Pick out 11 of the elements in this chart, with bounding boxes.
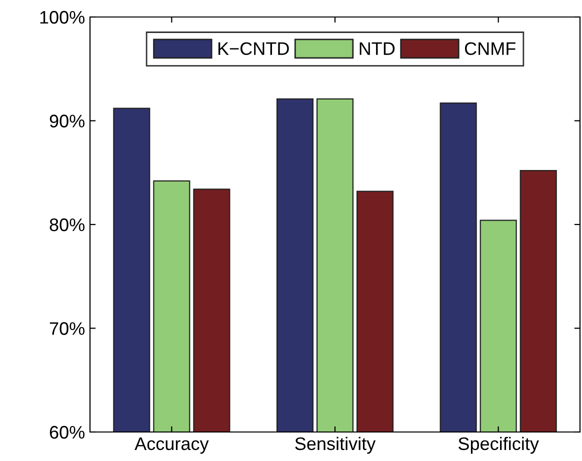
y-tick-label: 80%: [50, 218, 84, 232]
x-tick-label: Specificity: [458, 436, 539, 454]
x-tick-label: Accuracy: [134, 438, 209, 454]
y-tick-label: 60%: [50, 426, 84, 439]
y-tick-label: 70%: [50, 322, 84, 335]
legend-label: CNMF: [464, 42, 516, 55]
x-tick-label: Sensitivity: [295, 436, 376, 454]
y-tick-label: 100%: [40, 10, 84, 24]
legend-label: NTD: [360, 42, 395, 55]
y-tick-label: 90%: [50, 114, 84, 128]
legend-label: K−CNTD: [218, 42, 289, 55]
